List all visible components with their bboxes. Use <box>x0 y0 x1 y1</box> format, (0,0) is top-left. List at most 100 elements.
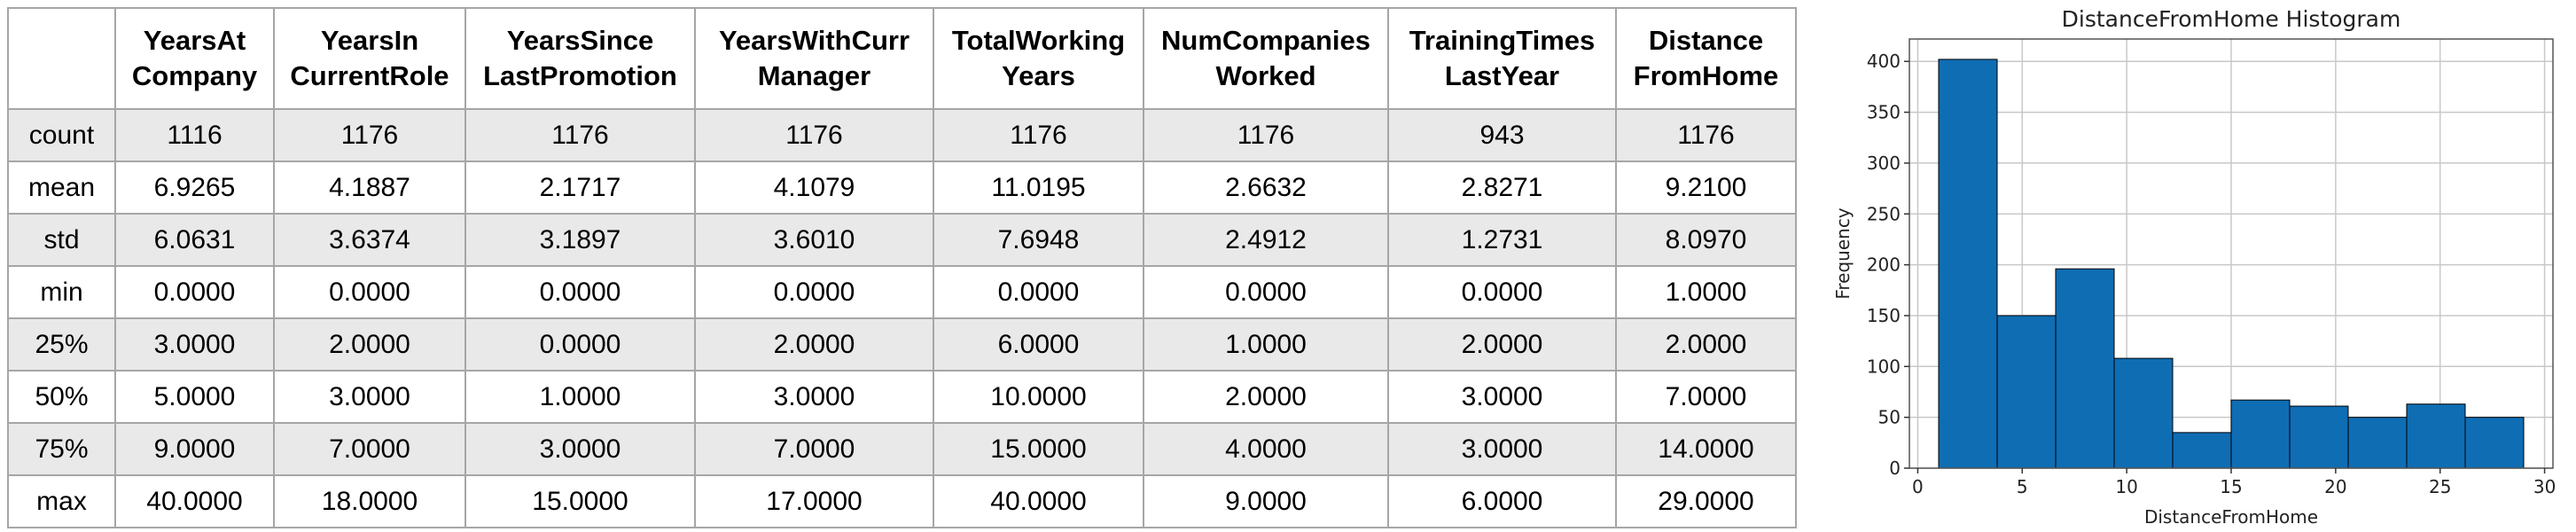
x-tick-label: 30 <box>2533 476 2556 497</box>
table-cell: 3.6010 <box>694 213 934 267</box>
table-cell: 1176 <box>1143 108 1389 162</box>
table-row: 75% 9.0000 7.0000 3.0000 7.0000 15.0000 4.0000… <box>7 422 1797 476</box>
table-cell: 4.1079 <box>694 160 934 215</box>
table-cell: 0.0000 <box>114 265 275 319</box>
table-cell: 0.0000 <box>273 265 466 319</box>
table-cell: 40.0000 <box>933 474 1144 528</box>
table-cell: 3.0000 <box>694 370 934 424</box>
table-cell: 18.0000 <box>273 474 466 528</box>
table-cell: 15.0000 <box>933 422 1144 476</box>
table-cell: 1.0000 <box>1143 317 1389 372</box>
table-cell: 2.8271 <box>1387 160 1617 215</box>
table-cell: 2.0000 <box>1615 317 1797 372</box>
histogram-bars <box>1938 59 2525 469</box>
histogram-bar <box>2347 417 2408 469</box>
y-axis-title: Frequency <box>1832 207 1854 299</box>
row-label-cell: mean <box>7 160 116 215</box>
table-cell: 2.0000 <box>694 317 934 372</box>
row-label-cell: 50% <box>7 370 116 424</box>
table-cell: 0.0000 <box>933 265 1144 319</box>
table-cell: 8.0970 <box>1615 213 1797 267</box>
table-cell: 0.0000 <box>1143 265 1389 319</box>
table-cell: 7.0000 <box>694 422 934 476</box>
table-cell: 3.1897 <box>464 213 696 267</box>
table-cell: 4.0000 <box>1143 422 1389 476</box>
x-axis-ticks: 0 5 10 15 20 25 30 <box>1912 468 2556 497</box>
table-cell: 3.0000 <box>464 422 696 476</box>
table-cell: 9.2100 <box>1615 160 1797 215</box>
table-cell: 4.1887 <box>273 160 466 215</box>
x-tick-label: 10 <box>2115 476 2137 497</box>
table-cell: 943 <box>1387 108 1617 162</box>
table-header-row: YearsAt Company YearsIn CurrentRole YearsS… <box>7 7 1797 110</box>
y-tick-label: 100 <box>1867 356 1901 377</box>
x-tick-label: 5 <box>2017 476 2028 497</box>
table-cell: 1176 <box>933 108 1144 162</box>
table-cell: 6.0631 <box>114 213 275 267</box>
table-cell: 2.1717 <box>464 160 696 215</box>
table-cell: 3.0000 <box>1387 370 1617 424</box>
table-cell: 1176 <box>273 108 466 162</box>
row-label-cell: min <box>7 265 116 319</box>
table-cell: 9.0000 <box>114 422 275 476</box>
y-axis-ticks: 0 50 100 150 200 250 300 350 400 <box>1867 51 1909 479</box>
x-tick-label: 0 <box>1912 476 1924 497</box>
table-cell: 29.0000 <box>1615 474 1797 528</box>
table-cell: 11.0195 <box>933 160 1144 215</box>
y-tick-label: 400 <box>1867 51 1901 72</box>
table-cell: 9.0000 <box>1143 474 1389 528</box>
column-header: Distance FromHome <box>1615 7 1797 110</box>
column-header: NumCompanies Worked <box>1143 7 1389 110</box>
table-cell: 3.6374 <box>273 213 466 267</box>
table-cell: 0.0000 <box>1387 265 1617 319</box>
histogram-bar <box>2289 405 2349 469</box>
table-cell: 0.0000 <box>694 265 934 319</box>
table-cell: 7.6948 <box>933 213 1144 267</box>
table-cell: 1.0000 <box>464 370 696 424</box>
table-cell: 1176 <box>694 108 934 162</box>
row-label-cell: std <box>7 213 116 267</box>
y-tick-label: 200 <box>1867 254 1901 276</box>
y-tick-label: 350 <box>1867 102 1901 123</box>
column-header: YearsSince LastPromotion <box>464 7 696 110</box>
row-label-cell: max <box>7 474 116 528</box>
histogram-bar <box>2055 268 2115 469</box>
table-cell: 2.4912 <box>1143 213 1389 267</box>
chart-title: DistanceFromHome Histogram <box>2062 6 2401 32</box>
table-cell: 6.0000 <box>933 317 1144 372</box>
table-cell: 2.6632 <box>1143 160 1389 215</box>
x-tick-label: 25 <box>2429 476 2451 497</box>
column-header: TrainingTimes LastYear <box>1387 7 1617 110</box>
histogram-bar <box>2113 357 2174 469</box>
table-cell: 1116 <box>114 108 275 162</box>
column-header: TotalWorking Years <box>933 7 1144 110</box>
table-cell: 0.0000 <box>464 265 696 319</box>
table-cell: 14.0000 <box>1615 422 1797 476</box>
table-cell: 0.0000 <box>464 317 696 372</box>
describe-statistics-table: YearsAt Company YearsIn CurrentRole YearsS… <box>7 7 1797 528</box>
table-cell: 17.0000 <box>694 474 934 528</box>
y-tick-label: 250 <box>1867 203 1901 224</box>
histogram-bar <box>1996 315 2057 469</box>
table-cell: 1176 <box>464 108 696 162</box>
y-tick-label: 150 <box>1867 305 1901 326</box>
table-cell: 1176 <box>1615 108 1797 162</box>
column-header: YearsIn CurrentRole <box>273 7 466 110</box>
table-cell: 3.0000 <box>1387 422 1617 476</box>
x-axis-title: DistanceFromHome <box>2144 506 2318 528</box>
row-label-cell: 25% <box>7 317 116 372</box>
table-cell: 7.0000 <box>1615 370 1797 424</box>
table-row: 50% 5.0000 3.0000 1.0000 3.0000 10.0000 2.0000… <box>7 370 1797 424</box>
table-row: min 0.0000 0.0000 0.0000 0.0000 0.0000 0.0000 0… <box>7 265 1797 319</box>
histogram-bar <box>2406 403 2466 469</box>
table-cell: 15.0000 <box>464 474 696 528</box>
table-row: count 1116 1176 1176 1176 1176 1176 943 1176 <box>7 108 1797 162</box>
table-cell: 3.0000 <box>273 370 466 424</box>
histogram-bar <box>1938 59 1998 469</box>
x-tick-label: 15 <box>2220 476 2242 497</box>
table-cell: 10.0000 <box>933 370 1144 424</box>
y-tick-label: 50 <box>1878 407 1901 428</box>
table-cell: 1.2731 <box>1387 213 1617 267</box>
column-header: YearsWithCurr Manager <box>694 7 934 110</box>
table-cell: 5.0000 <box>114 370 275 424</box>
